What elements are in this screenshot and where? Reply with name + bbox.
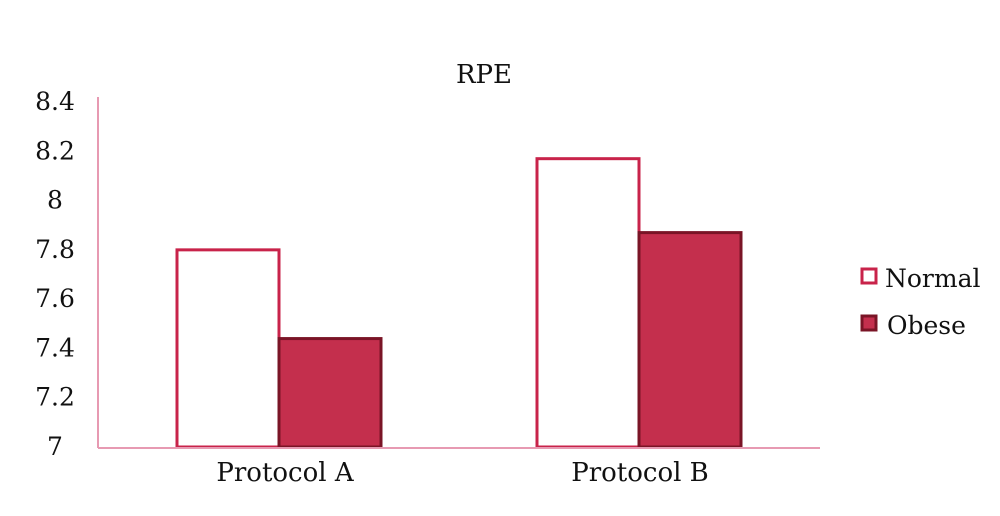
legend-swatch-obese	[860, 314, 878, 332]
legend: Normal Obese	[860, 264, 980, 340]
x-tick-label-protocol-a: Protocol A	[216, 458, 354, 488]
y-tick-label: 8.4	[35, 87, 75, 116]
bar-normal-protocol-a	[175, 248, 281, 449]
y-tick-label: 8	[47, 186, 63, 215]
bar-obese-protocol-a	[277, 337, 383, 449]
y-tick-label: 8.2	[35, 136, 75, 165]
x-tick-label-protocol-b: Protocol B	[571, 458, 709, 488]
bar-group	[175, 157, 743, 449]
y-tick-label: 7.4	[35, 333, 75, 362]
legend-label-normal: Normal	[885, 264, 980, 293]
y-tick-label: 7.6	[35, 284, 75, 313]
y-tick-label: 7.8	[35, 235, 75, 264]
y-tick-label: 7.2	[35, 383, 75, 412]
legend-swatch-normal	[860, 267, 878, 285]
bar-obese-protocol-b	[637, 231, 743, 449]
y-axis-tick-labels: 7 7.2 7.4 7.6 7.8 8 8.2 8.4	[35, 87, 75, 461]
y-tick-label: 7	[47, 432, 63, 461]
chart-title: RPE	[456, 60, 512, 90]
legend-label-obese: Obese	[887, 311, 966, 340]
bar-normal-protocol-b	[535, 157, 641, 449]
